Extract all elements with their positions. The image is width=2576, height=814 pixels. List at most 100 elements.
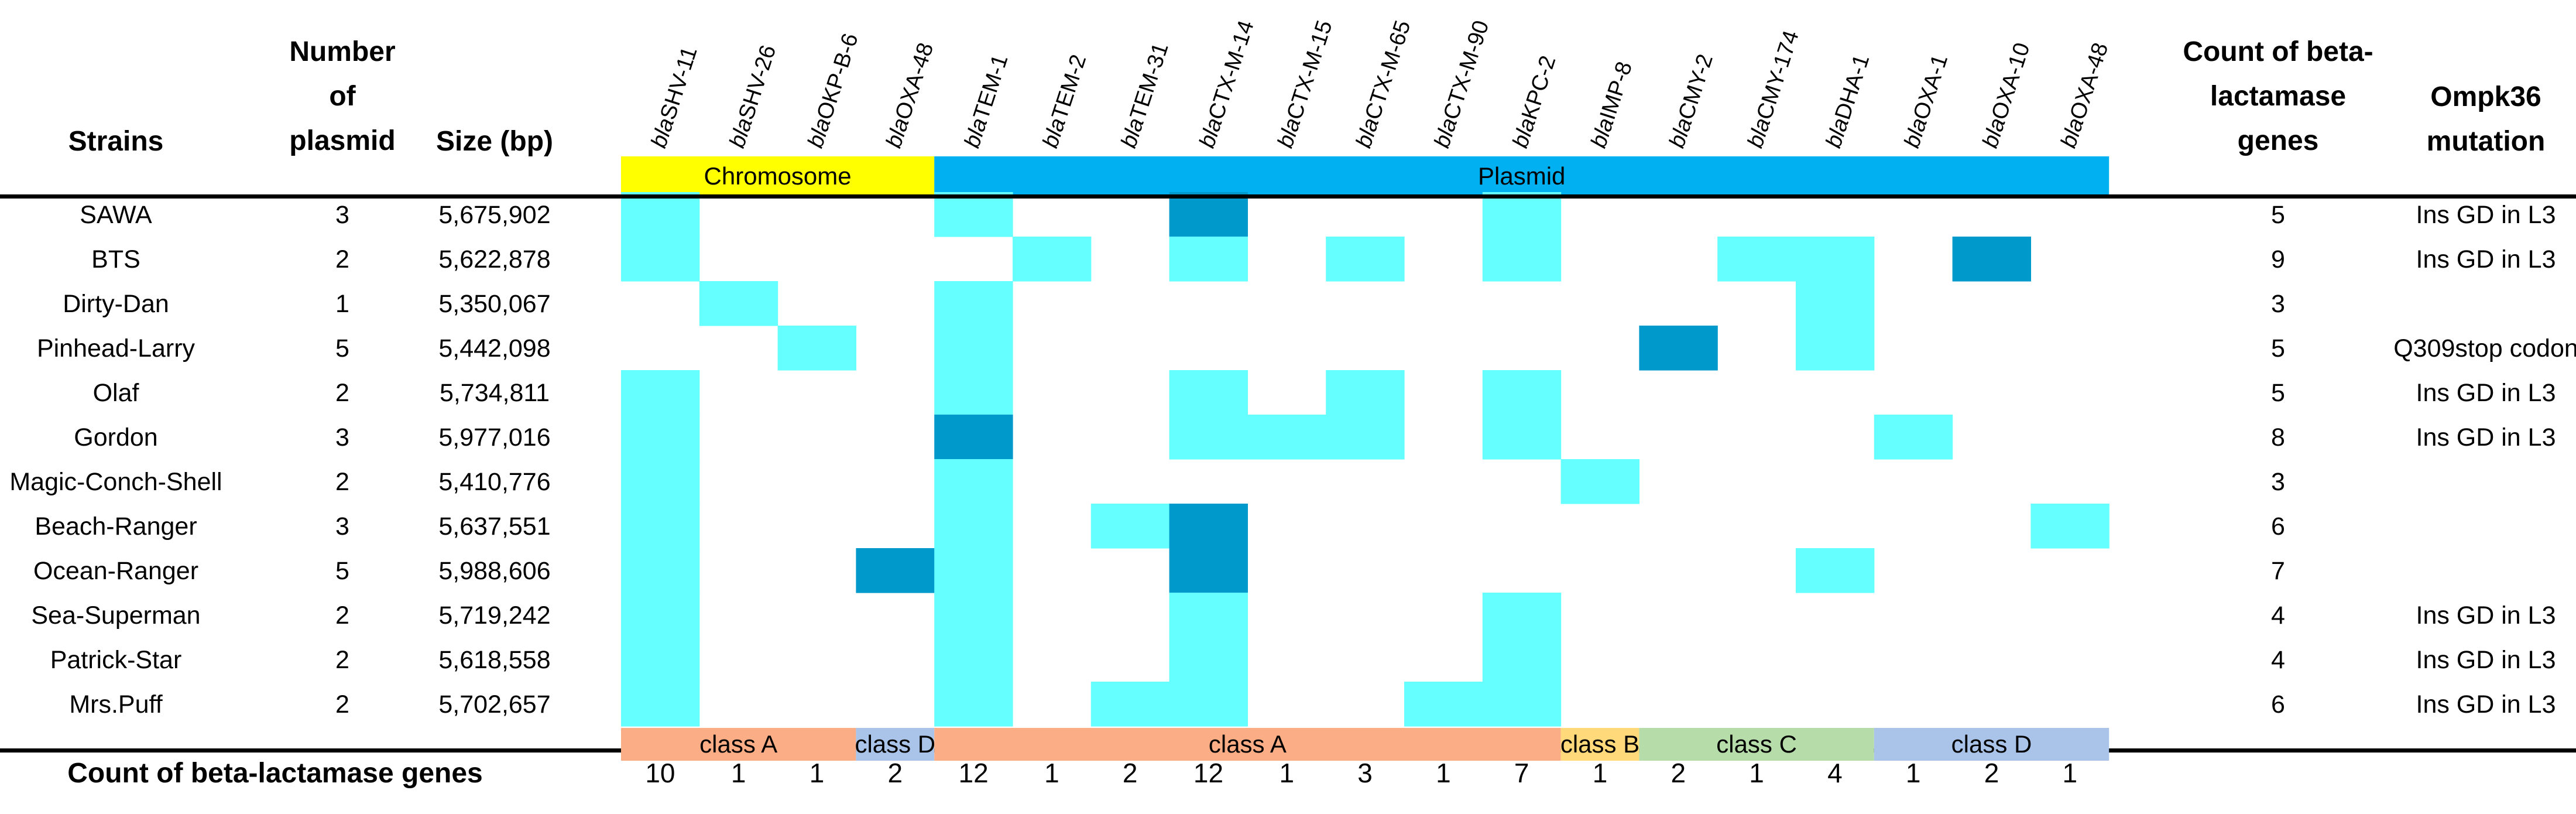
plasmid-header-line: of: [329, 81, 356, 112]
heatmap-cell: [1326, 415, 1405, 460]
gene-label: blaCMY-174: [1743, 28, 1804, 151]
ompk36-mutation: Ins GD in L3: [2416, 601, 2556, 630]
plasmid-count: 2: [335, 379, 349, 407]
genome-size: 5,675,902: [438, 201, 550, 229]
size-header: Size (bp): [436, 126, 553, 157]
genome-size: 5,637,551: [438, 512, 550, 541]
heatmap-cell: [621, 237, 700, 282]
ompk36-mutation: Ins GD in L3: [2416, 690, 2556, 719]
gene-label-name: OXA-10: [1987, 40, 2035, 123]
gene-label-name: OXA-48: [891, 40, 939, 123]
gene-count-header-line: genes: [2238, 125, 2319, 156]
strain-name: SAWA: [80, 201, 152, 229]
gene-label-name: DHA-1: [1830, 52, 1874, 122]
gene-label-name: OXA-48: [2066, 40, 2114, 123]
heatmap-cell: [1247, 415, 1326, 460]
heatmap-cell: [856, 548, 935, 593]
heatmap-cell: [1169, 548, 1248, 593]
heatmap-cell: [1090, 504, 1170, 549]
heatmap-cell: [1404, 682, 1483, 727]
gene-label: blaIMP-8: [1586, 59, 1637, 151]
heatmap-cell: [1796, 548, 1875, 593]
genome-size: 5,719,242: [438, 601, 550, 630]
heatmap-cell: [1482, 192, 1562, 237]
heatmap-cell: [934, 504, 1013, 549]
class-band-label: class A: [1209, 730, 1287, 758]
gene-count: 5: [2271, 379, 2285, 407]
gene-label-name: CTX-M-90: [1439, 18, 1494, 123]
plasmid-count: 3: [335, 201, 349, 229]
ompk-header-line: Ompk36: [2430, 81, 2541, 112]
strain-name: BTS: [91, 245, 140, 273]
heatmap-cell: [621, 192, 700, 237]
gene-total: 10: [645, 758, 675, 788]
gene-count: 9: [2271, 245, 2285, 273]
gene-label-name: TEM-2: [1047, 52, 1091, 122]
ompk36-mutation: Q309stop codon: [2393, 334, 2576, 362]
gene-total: 1: [809, 758, 825, 788]
gene-label: blaTEM-31: [1116, 40, 1173, 151]
heatmap-cell: [1090, 682, 1170, 727]
strain-name: Pinhead-Larry: [37, 334, 195, 362]
gene-total: 1: [2063, 758, 2078, 788]
ompk36-mutation: Ins GD in L3: [2416, 245, 2556, 273]
class-band: [1874, 728, 2109, 761]
gene-label-name: TEM-31: [1126, 40, 1174, 123]
genome-size: 5,702,657: [438, 690, 550, 719]
heatmap-cell: [621, 504, 700, 549]
gene-total: 2: [1984, 758, 1999, 788]
heatmap-cell: [1796, 326, 1875, 371]
gene-label-name: CMY-2: [1674, 51, 1718, 122]
class-band: [934, 728, 1561, 761]
heatmap-cell: [934, 593, 1013, 638]
heatmap-cell: [934, 326, 1013, 371]
heatmap-cell: [1169, 637, 1248, 682]
heatmap-cell: [934, 682, 1013, 727]
gene-label-name: SHV-26: [734, 42, 781, 123]
genome-size: 5,350,067: [438, 290, 550, 318]
heatmap-cell: [1326, 237, 1405, 282]
strain-name: Beach-Ranger: [35, 512, 197, 541]
heatmap-cell: [1169, 504, 1248, 549]
gene-label: blaCTX-M-65: [1352, 18, 1416, 151]
heatmap-cell: [934, 637, 1013, 682]
plasmid-count: 2: [335, 690, 349, 719]
gene-label-name: KPC-2: [1517, 53, 1561, 122]
gene-label: blaKPC-2: [1508, 53, 1560, 151]
gene-label-name: OXA-1: [1909, 52, 1953, 122]
gene-total: 3: [1357, 758, 1373, 788]
plasmid-count: 1: [335, 290, 349, 318]
class-band-label: class C: [1716, 730, 1797, 758]
heatmap-cell: [621, 682, 700, 727]
plasmid-count: 2: [335, 468, 349, 496]
gene-total: 7: [1514, 758, 1529, 788]
heatmap-cell: [1796, 281, 1875, 326]
gene-label-name: CTX-M-65: [1360, 18, 1415, 123]
genome-size: 5,622,878: [438, 245, 550, 273]
ompk36-mutation: Ins GD in L3: [2416, 201, 2556, 229]
gene-label: blaSHV-11: [647, 44, 702, 151]
plasmid-header-line: plasmid: [289, 125, 395, 156]
class-band-label: class A: [699, 730, 777, 758]
gene-label: blaDHA-1: [1822, 52, 1875, 151]
class-band: [1560, 728, 1639, 761]
plasmid-count: 5: [335, 334, 349, 362]
heatmap-cell: [1169, 237, 1248, 282]
gene-label-name: CTX-M-15: [1282, 18, 1337, 123]
heatmap-cell: [621, 370, 700, 415]
heatmap-cell: [934, 370, 1013, 415]
class-band: [856, 728, 935, 761]
heatmap-cell: [699, 281, 778, 326]
gene-count: 4: [2271, 601, 2285, 630]
ompk-header-line: mutation: [2427, 126, 2546, 157]
genome-size: 5,410,776: [438, 468, 550, 496]
gene-count: 6: [2271, 690, 2285, 719]
strain-name: Magic-Conch-Shell: [9, 468, 222, 496]
totals-label: Count of beta-lactamase genes: [67, 758, 483, 789]
strain-name: Patrick-Star: [50, 646, 182, 674]
gene-label-name: SHV-11: [656, 44, 702, 123]
gene-label: blaTEM-2: [1038, 52, 1092, 151]
heatmap-cell: [934, 548, 1013, 593]
heatmap-cell: [1717, 237, 1796, 282]
gene-label: blaCTX-M-14: [1195, 18, 1259, 151]
